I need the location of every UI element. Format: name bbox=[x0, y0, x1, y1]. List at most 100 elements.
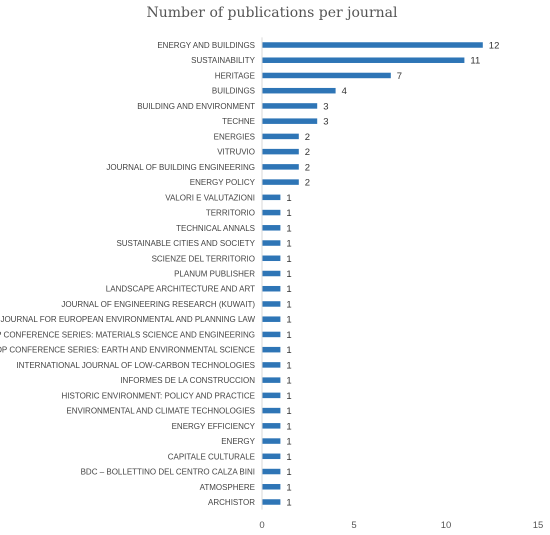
category-label: SCIENZE DEL TERRITORIO bbox=[152, 254, 255, 263]
data-label: 1 bbox=[286, 193, 291, 204]
category-label: CAPITALE CULTURALE bbox=[168, 452, 255, 461]
data-label: 1 bbox=[286, 421, 291, 432]
x-tick-label: 10 bbox=[441, 520, 452, 531]
x-tick-label: 0 bbox=[259, 520, 264, 531]
data-label: 2 bbox=[305, 178, 310, 189]
x-tick-label: 15 bbox=[533, 520, 544, 531]
bar bbox=[262, 194, 281, 201]
category-label: HERITAGE bbox=[215, 71, 255, 80]
bar bbox=[262, 453, 281, 460]
data-label: 1 bbox=[286, 467, 291, 478]
data-label: 12 bbox=[489, 41, 500, 52]
data-label: 1 bbox=[286, 406, 291, 417]
data-label: 1 bbox=[286, 482, 291, 493]
category-label: ENERGY POLICY bbox=[190, 178, 256, 187]
bar bbox=[262, 42, 483, 48]
bar bbox=[262, 285, 281, 292]
bar bbox=[262, 484, 281, 490]
data-label: 1 bbox=[286, 376, 291, 387]
category-label: TERRITORIO bbox=[206, 209, 255, 218]
bar bbox=[262, 270, 281, 277]
bar bbox=[262, 164, 299, 170]
bar bbox=[262, 392, 281, 399]
category-label: ATMOSPHERE bbox=[200, 483, 255, 492]
category-label: ARCHISTOR bbox=[208, 498, 255, 507]
category-label: TECHNE bbox=[222, 117, 255, 126]
category-label: ENVIRONMENTAL AND CLIMATE TECHNOLOGIES bbox=[66, 407, 255, 416]
data-label: 4 bbox=[342, 86, 347, 97]
bar bbox=[262, 87, 336, 94]
bar bbox=[262, 103, 318, 109]
data-label: 1 bbox=[286, 223, 291, 234]
data-label: 1 bbox=[286, 299, 291, 310]
data-label: 1 bbox=[286, 239, 291, 250]
data-label: 2 bbox=[305, 132, 310, 143]
category-label: INTERNATIONAL JOURNAL OF LOW-CARBON TECH… bbox=[16, 361, 255, 370]
category-label: JOURNAL OF ENGINEERING RESEARCH (KUWAIT) bbox=[61, 300, 255, 309]
category-label: LANDSCAPE ARCHITECTURE AND ART bbox=[106, 285, 255, 294]
data-label: 1 bbox=[286, 254, 291, 265]
data-label: 1 bbox=[286, 208, 291, 219]
category-label: BUILDINGS bbox=[212, 87, 255, 96]
data-label: 1 bbox=[286, 345, 291, 356]
bar bbox=[262, 72, 391, 79]
bar bbox=[262, 423, 281, 429]
bar bbox=[262, 346, 281, 353]
category-label: ENERGY bbox=[221, 437, 255, 446]
data-label: 1 bbox=[286, 284, 291, 295]
bar bbox=[262, 255, 281, 262]
bar bbox=[262, 377, 281, 383]
category-label: SUSTAINABILITY bbox=[191, 56, 256, 65]
x-tick-labels: 0 5 10 15 bbox=[259, 520, 543, 531]
bar bbox=[262, 468, 281, 475]
bar bbox=[262, 209, 281, 216]
bar bbox=[262, 118, 318, 124]
data-label: 1 bbox=[286, 437, 291, 448]
category-label: SUSTAINABLE CITIES AND SOCIETY bbox=[116, 239, 255, 248]
category-label: VALORI E VALUTAZIONI bbox=[165, 193, 255, 202]
category-label: ENERGY EFFICIENCY bbox=[172, 422, 256, 431]
data-label: 3 bbox=[323, 117, 328, 128]
data-label: 1 bbox=[286, 269, 291, 280]
x-tick-label: 5 bbox=[351, 520, 356, 531]
chart-title: Number of publications per journal bbox=[147, 5, 398, 21]
category-label: TECHNICAL ANNALS bbox=[176, 224, 255, 233]
data-label: 7 bbox=[397, 71, 402, 82]
bar bbox=[262, 57, 465, 63]
bar bbox=[262, 225, 281, 231]
category-label: BDC – BOLLETTINO DEL CENTRO CALZA BINI bbox=[81, 468, 255, 477]
bar bbox=[262, 148, 299, 155]
bar bbox=[262, 438, 281, 444]
category-label: JOURNAL OF BUILDING ENGINEERING bbox=[106, 163, 255, 172]
category-label: JOURNAL FOR EUROPEAN ENVIRONMENTAL AND P… bbox=[0, 315, 255, 324]
data-label: 1 bbox=[286, 360, 291, 371]
data-label: 11 bbox=[470, 56, 480, 67]
bar bbox=[262, 301, 281, 307]
category-label: ENERGIES bbox=[214, 132, 255, 141]
category-label: VITRUVIO bbox=[217, 148, 255, 157]
bar bbox=[262, 407, 281, 414]
data-label: 1 bbox=[286, 498, 291, 509]
category-label: HISTORIC ENVIRONMENT: POLICY AND PRACTIC… bbox=[61, 391, 255, 400]
data-label: 1 bbox=[286, 330, 291, 341]
data-label: 2 bbox=[305, 162, 310, 173]
data-label: 2 bbox=[305, 147, 310, 158]
data-label: 1 bbox=[286, 452, 291, 463]
bar bbox=[262, 362, 281, 368]
category-label: IOP CONFERENCE SERIES: EARTH AND ENVIRON… bbox=[0, 346, 255, 355]
data-label: 1 bbox=[286, 391, 291, 402]
category-label: INFORMES DE LA CONSTRUCCION bbox=[120, 376, 255, 385]
category-labels: ENERGY AND BUILDINGS SUSTAINABILITY HERITA… bbox=[0, 41, 256, 507]
data-label: 1 bbox=[286, 315, 291, 326]
bar bbox=[262, 499, 281, 505]
data-label: 3 bbox=[323, 101, 328, 112]
bar bbox=[262, 316, 281, 322]
category-label: ENERGY AND BUILDINGS bbox=[157, 41, 255, 50]
bar bbox=[262, 133, 299, 140]
category-label: BUILDING AND ENVIRONMENT bbox=[137, 102, 255, 111]
bar bbox=[262, 331, 281, 338]
category-label: IOP CONFERENCE SERIES: MATERIALS SCIENCE… bbox=[0, 330, 255, 339]
category-label: PLANUM PUBLISHER bbox=[174, 270, 255, 279]
